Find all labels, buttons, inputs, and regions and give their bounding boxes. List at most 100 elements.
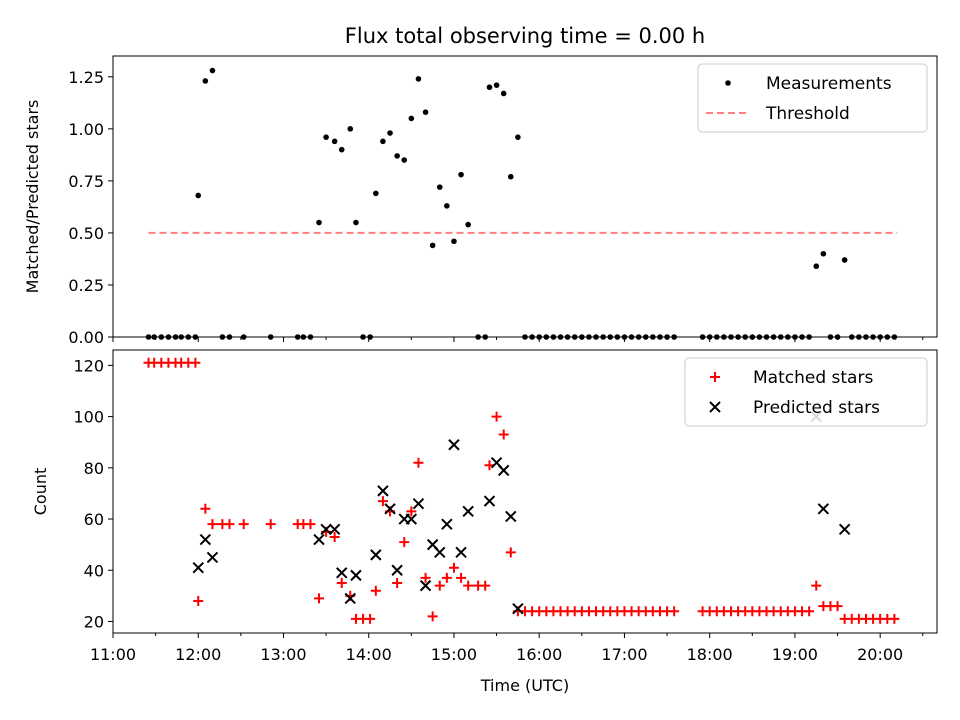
measurement-point — [507, 173, 514, 180]
matched-stars-point — [399, 537, 410, 548]
predicted-stars-point — [377, 485, 389, 497]
predicted-stars-point — [483, 495, 496, 507]
measurement-point — [373, 190, 379, 197]
matched-stars-point — [427, 611, 438, 622]
matched-stars-point — [392, 578, 403, 589]
plot-frame — [112, 55, 938, 338]
predicted-stars-point — [199, 533, 212, 546]
matched-stars-point — [420, 572, 431, 583]
figure-title: Flux total observing time = 0.00 h — [345, 24, 705, 48]
measurement-point — [347, 126, 354, 132]
matched-stars-point — [265, 519, 276, 530]
legend-measurements-marker — [725, 80, 731, 86]
predicted-stars-point — [344, 592, 356, 605]
legend-label: Measurements — [766, 74, 892, 94]
matched-stars-point — [224, 519, 235, 530]
matched-stars-point — [200, 503, 211, 514]
measurement-point — [429, 242, 436, 249]
matched-stars-point — [505, 547, 516, 558]
measurement-point — [422, 109, 429, 115]
measurement-point — [451, 238, 457, 245]
matched-stars-point — [193, 595, 204, 606]
measurement-point — [202, 78, 209, 84]
matched-stars-point — [305, 519, 316, 530]
matched-stars-point — [377, 496, 388, 507]
predicted-stars-point — [192, 561, 204, 574]
matched-stars-point — [804, 606, 815, 617]
matched-stars-point — [498, 429, 509, 440]
predicted-stars-point — [412, 497, 425, 510]
measurement-point — [493, 82, 500, 88]
measurement-point — [387, 130, 393, 136]
predicted-stars-point — [505, 510, 517, 523]
x-tick-label: 11:00 — [90, 645, 136, 664]
matched-stars-point — [406, 506, 417, 517]
predicted-stars-point — [391, 564, 403, 576]
matched-stars-point — [413, 457, 424, 468]
y-tick-label: 60 — [84, 510, 104, 529]
predicted-stars-point — [817, 503, 830, 515]
measurement-point — [195, 192, 202, 199]
legend-box — [697, 63, 928, 133]
measurement-point — [394, 153, 400, 159]
count-panel: 20 40 60 80 100 120 11:00 12:00 13:00 14:00 15:00 1… — [31, 349, 938, 695]
y-axis-label: Matched/Predicted stars — [23, 100, 42, 294]
predicted-stars-point — [455, 546, 467, 559]
matched-stars-point — [434, 580, 445, 591]
y-tick-label: 0.75 — [68, 172, 104, 191]
y-tick-label: 80 — [84, 459, 104, 478]
predicted-stars-point — [206, 551, 219, 564]
predicted-stars-point — [350, 569, 362, 582]
measurement-point — [380, 138, 386, 145]
x-tick-label: 12:00 — [175, 645, 221, 664]
measurement-point — [338, 146, 345, 153]
y-tick-label: 0.25 — [68, 276, 104, 295]
y-axis-label: Count — [31, 468, 50, 516]
matched-stars-point — [669, 606, 680, 617]
matched-stars-point — [441, 572, 452, 583]
x-tick-label: 14:00 — [346, 645, 392, 664]
matched-stars-point — [190, 357, 201, 368]
predicted-stars-point — [838, 523, 851, 535]
legend-label: Predicted stars — [753, 398, 880, 418]
matched-stars-point — [491, 411, 502, 422]
measurement-point — [209, 67, 216, 74]
measurement-point — [415, 76, 422, 82]
measurement-point — [331, 138, 338, 145]
measurement-point — [323, 134, 329, 140]
predicted-stars-point — [434, 546, 446, 559]
y-tick-label: 100 — [73, 408, 104, 427]
matched-stars-point — [365, 613, 376, 624]
predicted-stars-point — [405, 513, 418, 525]
x-axis-label: Time (UTC) — [480, 676, 569, 695]
y-tick-label: 20 — [84, 612, 104, 631]
matched-stars-point — [336, 578, 347, 589]
measurement-point — [401, 157, 408, 163]
measurement-point — [458, 171, 464, 178]
matched-stars-point — [832, 601, 843, 612]
y-tick-label: 120 — [73, 356, 104, 375]
matched-stars-point — [329, 531, 340, 542]
legend-label: Threshold — [765, 104, 850, 124]
matched-stars-point — [448, 562, 459, 573]
predicted-stars-point — [448, 439, 460, 451]
predicted-stars-point — [419, 579, 432, 592]
y-tick-label: 1.25 — [68, 68, 104, 87]
predicted-stars-point — [384, 503, 396, 515]
predicted-stars-point — [370, 549, 382, 561]
predicted-stars-point — [328, 523, 341, 535]
x-tick-label: 17:00 — [601, 645, 647, 664]
matched-stars-point — [370, 585, 381, 596]
legend-predicted-marker — [709, 401, 721, 413]
x-tick-label: 13:00 — [260, 645, 306, 664]
predicted-stars-point — [497, 464, 510, 477]
predicted-stars-point — [320, 523, 332, 535]
predicted-stars-point — [462, 505, 474, 518]
measurement-point — [353, 219, 359, 226]
matched-stars-point — [456, 572, 467, 583]
measurement-point — [820, 250, 827, 257]
y-tick-label: 1.00 — [68, 120, 104, 139]
y-tick-label: 40 — [84, 561, 104, 580]
x-tick-label: 16:00 — [516, 645, 562, 664]
measurement-point — [500, 90, 507, 97]
